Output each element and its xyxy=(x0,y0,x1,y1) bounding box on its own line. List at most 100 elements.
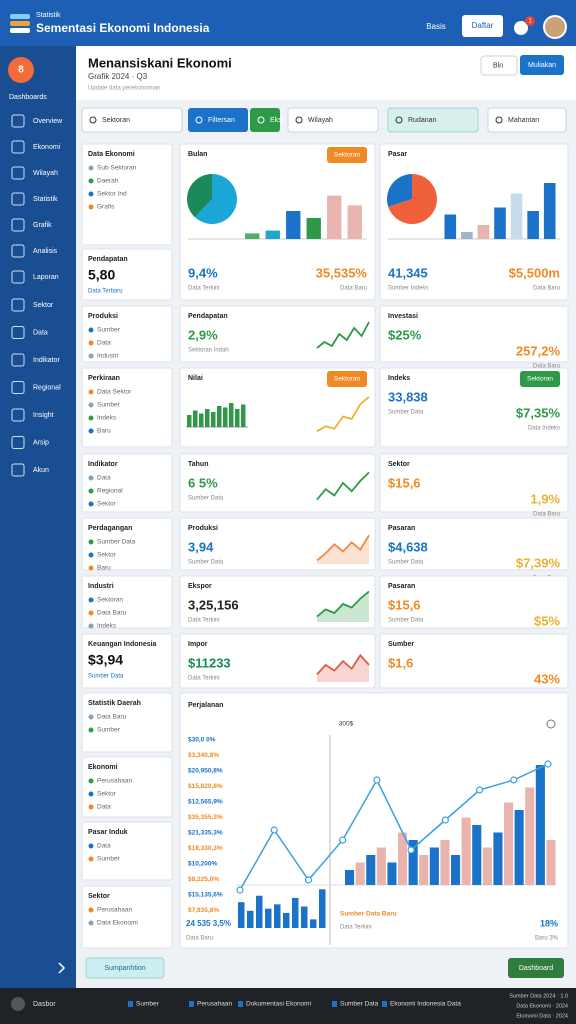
kpi-button[interactable] xyxy=(520,371,560,387)
kpi-card xyxy=(179,633,376,689)
action-button-label: Dashboard xyxy=(519,965,553,972)
chart-bar xyxy=(493,832,503,885)
side-card xyxy=(81,756,173,818)
status-left: Dasbor xyxy=(33,1001,56,1008)
kpi-title: Nilai xyxy=(188,375,203,382)
mini-bar xyxy=(256,895,263,928)
side-item: Daerah xyxy=(97,178,119,185)
mini-bar xyxy=(301,906,308,928)
avatar[interactable] xyxy=(543,15,567,39)
page-note: Update data perekonomian xyxy=(88,86,160,92)
side-item-dot xyxy=(88,856,94,862)
chart-bar xyxy=(472,825,482,885)
side-item: Grafis xyxy=(97,204,115,211)
axis-label: $12,565,9% xyxy=(188,799,223,806)
side-item-dot xyxy=(88,389,94,395)
kpi-card xyxy=(379,575,569,629)
pie-slice xyxy=(388,174,437,224)
filter[interactable] xyxy=(81,107,183,133)
mini-bar xyxy=(265,908,272,928)
kpi-note-secondary: Data Baru xyxy=(533,364,560,370)
side-item-dot xyxy=(88,428,94,434)
side-item-dot xyxy=(88,804,94,810)
kpi-note: Data Terkini xyxy=(188,286,220,292)
mini-bar xyxy=(229,403,234,427)
kpi-card xyxy=(379,305,569,363)
side-item: Sektor xyxy=(97,791,117,798)
primary-button[interactable] xyxy=(520,55,564,75)
axis-label: $3,340,8% xyxy=(188,752,219,759)
page-subtitle: Grafik 2024 · Q3 xyxy=(88,72,148,81)
notification-icon[interactable] xyxy=(514,21,528,35)
status-item-icon xyxy=(189,1001,194,1007)
kpi-note-secondary: Data Indeks xyxy=(528,426,560,432)
side-card xyxy=(81,575,173,629)
kpi-value: $25% xyxy=(388,327,422,342)
kpi-title: Ekspor xyxy=(188,583,212,590)
sidebar xyxy=(0,46,76,988)
action-button[interactable] xyxy=(85,957,165,979)
header-button-label: Daftar xyxy=(472,21,494,30)
side-item: Sub Sektoran xyxy=(97,165,137,172)
bottom-chart-title: Perjalanan xyxy=(188,702,223,709)
filter-icon xyxy=(257,116,265,124)
axis-label: $18,330,3% xyxy=(188,845,223,852)
kpi-value: $1,6 xyxy=(388,655,413,670)
kpi-title: Pendapatan xyxy=(188,313,228,320)
menu-icon xyxy=(11,270,25,284)
menu-item: Sektor xyxy=(33,302,54,309)
side-item: Data Ekonomi xyxy=(97,920,138,927)
period-dropdown[interactable] xyxy=(480,55,518,76)
axis-label: $21,335,3% xyxy=(188,830,223,837)
status-item-icon xyxy=(382,1001,387,1007)
side-item-dot xyxy=(88,552,94,558)
filter[interactable] xyxy=(250,108,280,132)
chart-bar xyxy=(355,862,365,885)
side-card-title: Sektor xyxy=(88,893,110,900)
side-card xyxy=(81,885,173,949)
action-button[interactable] xyxy=(508,958,564,978)
primary-button-label: Muliakan xyxy=(528,62,556,69)
menu-icon xyxy=(11,408,25,422)
side-card-title: Ekonomi xyxy=(88,764,118,771)
kpi-button[interactable] xyxy=(327,147,367,163)
kpi-button[interactable] xyxy=(327,371,367,387)
side-item-dot xyxy=(88,165,94,171)
status-right: Sumber Data 2024 · 1.0 xyxy=(509,993,568,999)
filter[interactable] xyxy=(387,107,479,133)
kpi-value: 3,25,156 xyxy=(188,597,239,612)
trend-point xyxy=(544,760,552,768)
status-item: Ekonomi Indonesia Data xyxy=(390,1001,461,1008)
logo-layer xyxy=(10,21,30,26)
notification-count: 1 xyxy=(528,19,532,25)
kpi-card xyxy=(379,517,569,571)
chart-bar xyxy=(376,847,386,885)
side-item: Perusahaan xyxy=(97,778,132,785)
kpi-card xyxy=(179,517,376,571)
menu-item: Data xyxy=(33,329,48,336)
status-item-icon xyxy=(332,1001,337,1007)
sidebar-collapse[interactable] xyxy=(58,962,66,974)
side-card-note: Data Terbaru xyxy=(88,289,123,295)
status-item-icon xyxy=(128,1001,133,1007)
side-item-dot xyxy=(88,778,94,784)
trend-point xyxy=(510,776,518,784)
side-card-title: Keuangan Indonesia xyxy=(88,641,157,648)
kpi-note: Sumber Indeks xyxy=(388,286,428,292)
menu-icon xyxy=(11,244,25,258)
filter[interactable] xyxy=(487,107,567,133)
filter[interactable] xyxy=(287,107,379,133)
menu-icon xyxy=(11,381,25,394)
kpi-value: $11233 xyxy=(188,655,231,670)
menu-item: Regional xyxy=(33,384,61,391)
info-icon[interactable] xyxy=(546,719,556,729)
filter[interactable] xyxy=(188,108,248,132)
header-button[interactable] xyxy=(462,15,503,37)
menu-item: Akun xyxy=(33,467,49,474)
side-item: Baru xyxy=(97,428,111,435)
side-item-dot xyxy=(88,565,94,571)
side-item-dot xyxy=(88,501,94,507)
side-item: Regional xyxy=(97,488,123,495)
kpi-value-secondary: 1,9% xyxy=(530,491,560,506)
side-item-dot xyxy=(88,178,94,184)
